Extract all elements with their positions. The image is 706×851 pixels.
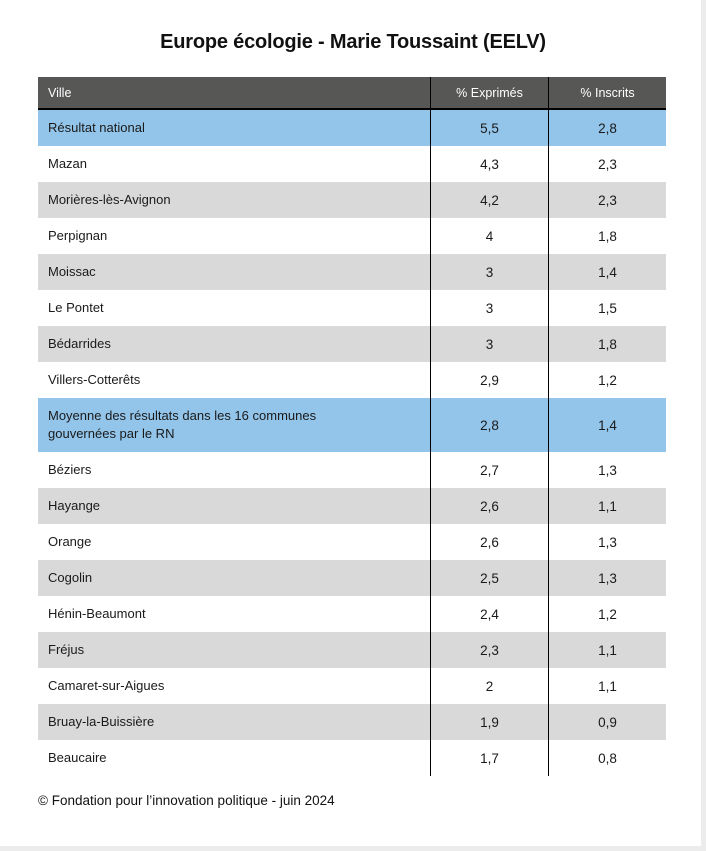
pct-inscrits-value: 0,8 xyxy=(548,740,666,776)
pct-exprimes-value: 4 xyxy=(430,218,548,254)
pct-exprimes-value: 2,9 xyxy=(430,362,548,398)
pct-inscrits-value: 2,8 xyxy=(548,110,666,146)
city-name: Cogolin xyxy=(48,570,93,586)
city-name: Camaret-sur-Aigues xyxy=(48,678,165,694)
pct-inscrits-value: 0,9 xyxy=(548,704,666,740)
table-row: Villers-Cotterêts 2,9 1,2 xyxy=(38,362,666,398)
right-edge-divider xyxy=(701,0,706,851)
city-name: Hayange xyxy=(48,498,101,514)
pct-inscrits-value: 1,3 xyxy=(548,560,666,596)
table-row: Mazan 4,3 2,3 xyxy=(38,146,666,182)
city-name: Bédarrides xyxy=(48,336,111,352)
pct-inscrits-value: 1,2 xyxy=(548,362,666,398)
pct-exprimes-value: 2,4 xyxy=(430,596,548,632)
city-name: Orange xyxy=(48,534,92,550)
pct-exprimes-value: 4,3 xyxy=(430,146,548,182)
pct-exprimes-value: 2 xyxy=(430,668,548,704)
pct-inscrits-value: 1,3 xyxy=(548,452,666,488)
city-name: Moissac xyxy=(48,264,96,280)
pct-exprimes-value: 2,8 xyxy=(430,398,548,452)
column-header-ville: Ville xyxy=(48,85,72,100)
table-row: Fréjus 2,3 1,1 xyxy=(38,632,666,668)
table-row: Résultat national 5,5 2,8 xyxy=(38,110,666,146)
pct-exprimes-value: 3 xyxy=(430,326,548,362)
table-row: Hayange 2,6 1,1 xyxy=(38,488,666,524)
pct-exprimes-value: 2,3 xyxy=(430,632,548,668)
city-name: Le Pontet xyxy=(48,300,104,316)
page-title: Europe écologie - Marie Toussaint (EELV) xyxy=(160,31,546,53)
city-name: Mazan xyxy=(48,156,88,172)
pct-exprimes-value: 1,7 xyxy=(430,740,548,776)
city-name: Béziers xyxy=(48,462,92,478)
pct-inscrits-value: 1,4 xyxy=(548,398,666,452)
column-header-inscrits: % Inscrits xyxy=(548,77,666,108)
column-header-exprimes: % Exprimés xyxy=(430,77,548,108)
pct-exprimes-value: 2,5 xyxy=(430,560,548,596)
city-name: Morières-lès-Avignon xyxy=(48,192,171,208)
city-name: Hénin-Beaumont xyxy=(48,606,146,622)
pct-exprimes-value: 4,2 xyxy=(430,182,548,218)
pct-inscrits-value: 1,2 xyxy=(548,596,666,632)
city-name: Bruay-la-Buissière xyxy=(48,714,155,730)
city-name: Résultat national xyxy=(48,120,145,136)
city-name: Fréjus xyxy=(48,642,85,658)
table-row: Cogolin 2,5 1,3 xyxy=(38,560,666,596)
table-row: Moissac 3 1,4 xyxy=(38,254,666,290)
table-body: Résultat national 5,5 2,8 Mazan 4,3 2,3 … xyxy=(38,110,666,776)
pct-inscrits-value: 1,1 xyxy=(548,668,666,704)
pct-exprimes-value: 2,6 xyxy=(430,524,548,560)
pct-exprimes-value: 2,7 xyxy=(430,452,548,488)
pct-exprimes-value: 5,5 xyxy=(430,110,548,146)
pct-exprimes-value: 3 xyxy=(430,290,548,326)
pct-inscrits-value: 2,3 xyxy=(548,146,666,182)
pct-inscrits-value: 1,1 xyxy=(548,488,666,524)
city-name: Villers-Cotterêts xyxy=(48,372,141,388)
pct-exprimes-value: 3 xyxy=(430,254,548,290)
pct-inscrits-value: 1,5 xyxy=(548,290,666,326)
pct-inscrits-value: 1,3 xyxy=(548,524,666,560)
city-name: Perpignan xyxy=(48,228,108,244)
source-credit: © Fondation pour l’innovation politique … xyxy=(38,793,335,808)
city-name: Beaucaire xyxy=(48,750,107,766)
table-row: Bruay-la-Buissière 1,9 0,9 xyxy=(38,704,666,740)
table-row: Camaret-sur-Aigues 2 1,1 xyxy=(38,668,666,704)
table-row: Perpignan 4 1,8 xyxy=(38,218,666,254)
pct-exprimes-value: 1,9 xyxy=(430,704,548,740)
table-row: Bédarrides 3 1,8 xyxy=(38,326,666,362)
pct-inscrits-value: 2,3 xyxy=(548,182,666,218)
table-row: Béziers 2,7 1,3 xyxy=(38,452,666,488)
pct-inscrits-value: 1,1 xyxy=(548,632,666,668)
bottom-edge-divider xyxy=(0,846,706,851)
table-row: Orange 2,6 1,3 xyxy=(38,524,666,560)
table-row: Moyenne des résultats dans les 16 commun… xyxy=(38,398,666,452)
table-header-row: Ville % Exprimés % Inscrits xyxy=(38,77,666,110)
city-name: Moyenne des résultats dans les 16 commun… xyxy=(48,408,317,441)
results-table: Ville % Exprimés % Inscrits Résultat nat… xyxy=(38,77,666,776)
pct-inscrits-value: 1,8 xyxy=(548,218,666,254)
table-row: Beaucaire 1,7 0,8 xyxy=(38,740,666,776)
table-row: Hénin-Beaumont 2,4 1,2 xyxy=(38,596,666,632)
pct-inscrits-value: 1,8 xyxy=(548,326,666,362)
pct-exprimes-value: 2,6 xyxy=(430,488,548,524)
table-row: Morières-lès-Avignon 4,2 2,3 xyxy=(38,182,666,218)
pct-inscrits-value: 1,4 xyxy=(548,254,666,290)
table-row: Le Pontet 3 1,5 xyxy=(38,290,666,326)
